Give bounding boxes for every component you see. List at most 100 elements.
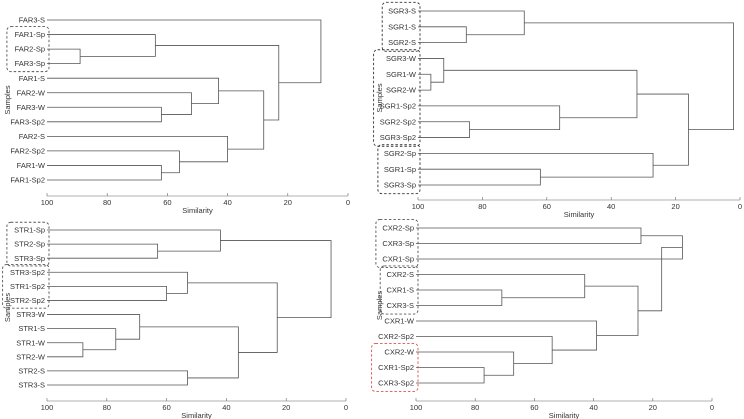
y-axis-label: Samples xyxy=(3,293,12,322)
leaf-label: SGR2-Sp xyxy=(384,149,416,158)
leaf-label: STR1-Sp2 xyxy=(10,282,45,291)
leaf-label: STR1-W xyxy=(16,338,46,347)
merge-link xyxy=(47,243,159,259)
leaf-label: CXR3-Sp xyxy=(382,239,414,248)
leaf-label: CXR1-S xyxy=(386,286,414,295)
leaf-label: FAR1-Sp xyxy=(15,30,45,39)
merge-link xyxy=(47,106,162,123)
tree-links xyxy=(418,10,734,186)
merge-link xyxy=(47,19,322,84)
x-tick-label: 20 xyxy=(671,202,679,211)
dendrogram-cxr: CXR2-Sp CXR3-Sp CXR1-Sp CXR2-S CXR1-S CXR3-S C… xyxy=(371,219,714,419)
merge-link xyxy=(443,69,638,119)
merge-link xyxy=(47,314,141,340)
leaf-label: FAR3-W xyxy=(17,103,46,112)
y-axis-label: Samples xyxy=(375,83,384,112)
leaf-label: CXR3-S xyxy=(386,301,414,310)
merge-link xyxy=(47,229,221,252)
x-axis-label: Similarity xyxy=(182,206,213,215)
group-highlight-box xyxy=(371,343,419,392)
leaf-label: CXR2-W xyxy=(384,348,415,357)
leaf-label: SGR2-Sp2 xyxy=(380,117,416,126)
merge-link xyxy=(416,289,503,306)
merge-link xyxy=(47,48,81,65)
x-tick-label: 80 xyxy=(103,403,111,412)
x-axis-label: Similarity xyxy=(564,210,595,219)
leaf-label: FAR1-S xyxy=(19,74,45,83)
x-tick-label: 80 xyxy=(103,198,111,207)
x-axis: 100 80 60 40 20 0 xyxy=(41,398,348,412)
leaf-label: SGR3-W xyxy=(386,54,417,63)
merge-link xyxy=(220,240,332,319)
x-tick-label: 0 xyxy=(710,403,714,412)
dendrogram-far: FAR3-S FAR1-Sp FAR2-Sp FAR3-Sp FAR1-S FAR2-W F… xyxy=(3,16,350,215)
leaf-label: CXR1-Sp2 xyxy=(378,363,414,372)
merge-link xyxy=(47,34,156,57)
merge-link xyxy=(418,121,470,138)
leaf-label: FAR3-Sp xyxy=(15,59,45,68)
leaf-label: CXR1-Sp xyxy=(382,255,414,264)
merge-link xyxy=(416,235,683,260)
x-tick-label: 0 xyxy=(738,202,742,211)
group-highlight-box xyxy=(379,265,419,315)
x-axis: 100 80 60 40 20 0 xyxy=(412,197,742,211)
x-tick-label: 100 xyxy=(410,403,423,412)
leaf-label: SGR3-Sp2 xyxy=(380,133,416,142)
dendrogram-panel-sgr: SGR3-S SGR1-S SGR2-S SGR3-W SGR1-W SGR2-W SGR1… xyxy=(372,0,744,219)
merge-link xyxy=(47,77,219,105)
leaf-label: SGR1-Sp xyxy=(384,165,416,174)
merge-link xyxy=(416,274,586,299)
leaf-label: CXR2-Sp xyxy=(382,224,414,233)
leaf-label: STR2-Sp2 xyxy=(10,296,45,305)
x-axis-label: Similarity xyxy=(181,411,212,419)
merge-link xyxy=(47,92,192,115)
leaf-label: STR2-Sp xyxy=(14,240,45,249)
x-tick-label: 60 xyxy=(543,202,551,211)
leaf-label: CXR2-S xyxy=(386,270,414,279)
dendrogram-sgr: SGR3-S SGR1-S SGR2-S SGR3-W SGR1-W SGR2-W SGR1… xyxy=(373,1,742,219)
leaf-label: STR3-Sp xyxy=(14,254,45,263)
leaf-label: FAR3-Sp2 xyxy=(10,117,45,126)
x-tick-label: 40 xyxy=(222,403,230,412)
leaf-label: SGR2-W xyxy=(386,86,417,95)
merge-link xyxy=(416,336,553,365)
merge-link xyxy=(416,351,515,376)
merge-link xyxy=(524,22,734,131)
leaf-label: FAR1-W xyxy=(17,161,46,170)
x-tick-label: 20 xyxy=(649,403,657,412)
x-axis-label: Similarity xyxy=(549,411,580,419)
leaf-label: STR2-W xyxy=(16,352,46,361)
leaf-label: STR1-S xyxy=(18,324,45,333)
merge-link xyxy=(638,246,683,312)
dendrogram-panel-str: STR1-Sp STR2-Sp STR3-Sp STR3-Sp2 STR1-Sp2 STR… xyxy=(0,210,372,419)
x-tick-label: 60 xyxy=(530,403,538,412)
x-tick-label: 60 xyxy=(162,403,170,412)
merge-link xyxy=(187,282,278,353)
merge-link xyxy=(636,93,689,166)
leaf-label: STR1-Sp xyxy=(14,226,45,235)
dendrogram-panel-far: FAR3-S FAR1-Sp FAR2-Sp FAR3-Sp FAR1-S FAR2-W F… xyxy=(0,0,372,215)
merge-link xyxy=(47,150,180,174)
x-tick-label: 20 xyxy=(284,198,292,207)
x-tick-label: 40 xyxy=(223,198,231,207)
merge-link xyxy=(418,26,467,44)
x-axis: 100 80 60 40 20 0 xyxy=(41,193,350,207)
x-tick-label: 20 xyxy=(282,403,290,412)
group-highlight-box xyxy=(381,1,421,52)
x-tick-label: 100 xyxy=(41,403,54,412)
merge-link xyxy=(47,285,167,301)
leaf-label: FAR3-S xyxy=(19,16,45,25)
merge-link xyxy=(416,367,485,384)
x-tick-label: 80 xyxy=(471,403,479,412)
leaf-label: CXR2-Sp2 xyxy=(378,332,414,341)
x-axis: 100 80 60 40 20 0 xyxy=(410,398,714,412)
group-highlight-box xyxy=(2,264,50,309)
x-tick-label: 40 xyxy=(607,202,615,211)
group-highlight-box xyxy=(6,26,50,73)
x-tick-label: 100 xyxy=(412,202,425,211)
merge-link xyxy=(218,90,265,150)
leaf-label: SGR3-Sp xyxy=(384,181,416,190)
merge-link xyxy=(47,135,228,163)
leaf-label: CXR1-W xyxy=(384,317,415,326)
merge-link xyxy=(139,326,239,379)
